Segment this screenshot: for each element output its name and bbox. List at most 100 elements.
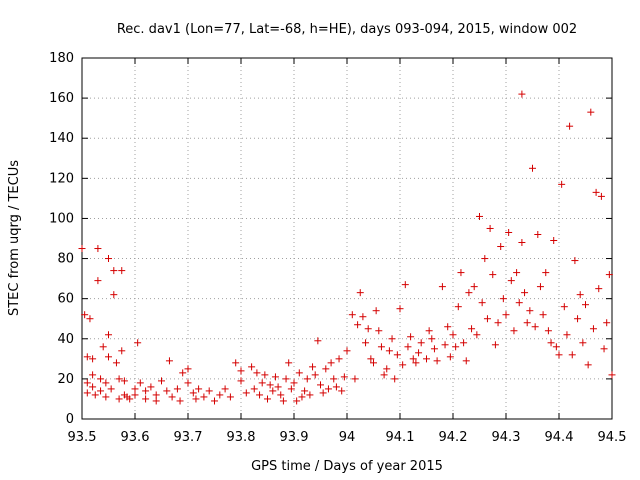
data-point [452, 343, 460, 351]
data-point [83, 353, 91, 361]
data-point [521, 289, 529, 297]
x-tick-label: 94 [339, 430, 356, 445]
data-point [279, 397, 287, 405]
data-point [608, 371, 616, 379]
data-point [547, 339, 555, 347]
data-point [494, 319, 502, 327]
data-point [481, 255, 489, 263]
data-point [89, 355, 97, 363]
data-point [110, 291, 118, 299]
data-point [438, 283, 446, 291]
data-point [505, 228, 513, 236]
data-point [536, 283, 544, 291]
data-point [354, 321, 362, 329]
data-point [301, 387, 309, 395]
data-point [335, 355, 343, 363]
y-tick-label: 100 [49, 211, 74, 226]
data-point [110, 267, 118, 275]
data-point [499, 295, 507, 303]
data-point [343, 347, 351, 355]
y-tick-label: 120 [49, 171, 74, 186]
data-point [78, 245, 86, 253]
data-point [460, 339, 468, 347]
data-point [489, 271, 497, 279]
data-point [362, 339, 370, 347]
data-point [274, 383, 282, 391]
data-point [118, 267, 126, 275]
data-point [322, 365, 330, 373]
data-point [105, 353, 112, 361]
x-tick-label: 94.5 [598, 430, 627, 445]
data-point [597, 192, 605, 200]
data-point [428, 335, 436, 343]
data-point [118, 347, 126, 355]
y-axis-label: STEC from uqrg / TECUs [7, 160, 22, 316]
data-point [589, 325, 597, 333]
data-point [417, 339, 425, 347]
data-point [563, 331, 571, 339]
x-tick-label: 94.2 [439, 430, 468, 445]
data-points [78, 90, 616, 405]
data-point [582, 301, 589, 309]
data-point [412, 359, 420, 367]
data-point [510, 327, 518, 335]
data-point [544, 327, 552, 335]
data-point [282, 375, 290, 383]
data-point [407, 333, 415, 341]
y-tick-label: 40 [57, 332, 74, 347]
data-point [131, 391, 139, 399]
data-point [539, 311, 547, 319]
data-point [449, 331, 457, 339]
data-point [309, 363, 317, 371]
data-point [126, 395, 134, 403]
data-point [529, 164, 536, 172]
data-point [242, 389, 250, 397]
data-point [566, 122, 574, 130]
data-point [592, 188, 600, 196]
data-point [470, 283, 478, 291]
data-point [86, 315, 94, 323]
data-point [391, 375, 399, 383]
data-point [232, 359, 240, 367]
x-tick-label: 94.3 [492, 430, 521, 445]
data-point [430, 345, 438, 353]
data-point [465, 289, 473, 297]
data-point [221, 385, 229, 393]
data-point [462, 357, 470, 365]
data-point [359, 313, 367, 321]
data-point [258, 379, 266, 387]
data-point [142, 387, 150, 395]
data-point [454, 303, 462, 311]
data-point [189, 389, 197, 397]
y-tick-label: 160 [49, 91, 74, 106]
data-point [483, 315, 491, 323]
data-point [102, 379, 110, 387]
data-point [256, 391, 264, 399]
data-point [497, 243, 505, 251]
data-point [348, 311, 356, 319]
data-point [253, 369, 261, 377]
data-point [226, 393, 234, 401]
data-point [552, 343, 560, 351]
data-point [523, 319, 531, 327]
data-point [319, 389, 327, 397]
data-point [290, 379, 298, 387]
data-point [184, 365, 192, 373]
data-point [393, 351, 401, 359]
data-point [396, 305, 404, 313]
data-point [327, 359, 335, 367]
data-point [81, 311, 89, 319]
data-point [115, 375, 123, 383]
data-point [372, 307, 380, 315]
data-point [531, 323, 539, 331]
data-point [295, 369, 303, 377]
data-point [298, 393, 306, 401]
data-point [115, 395, 123, 403]
data-point [491, 341, 499, 349]
data-point [457, 269, 465, 277]
data-point [173, 385, 181, 393]
data-point [555, 351, 563, 359]
x-tick-label: 93.9 [280, 430, 309, 445]
grid-lines [82, 58, 612, 419]
